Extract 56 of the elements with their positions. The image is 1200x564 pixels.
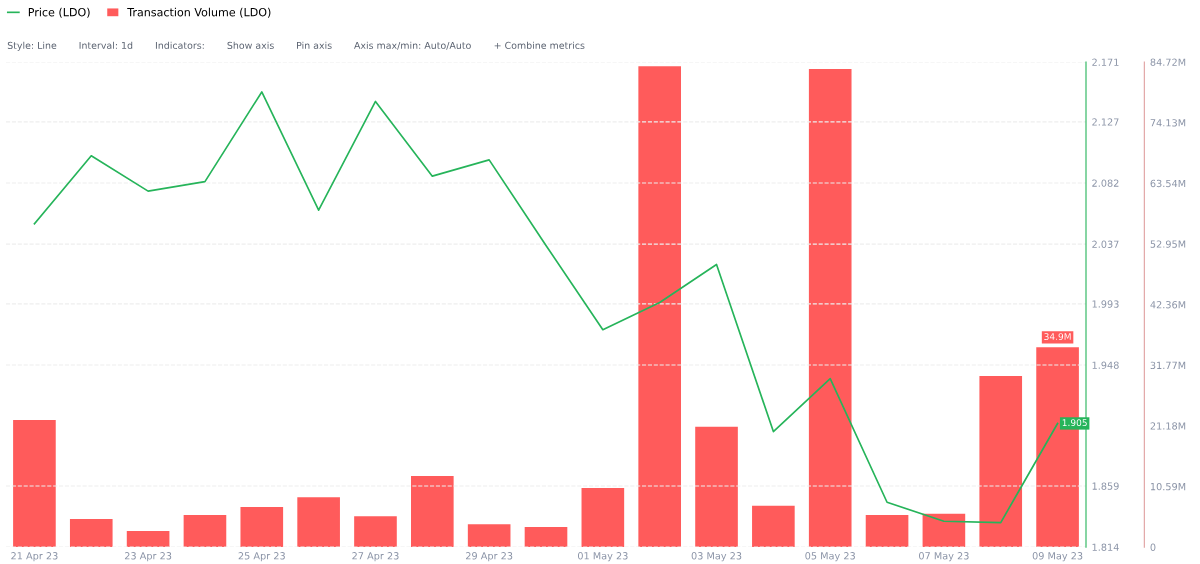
bar (467, 524, 511, 548)
bar (13, 419, 56, 548)
bar (695, 426, 738, 548)
bar (922, 513, 966, 548)
bar (752, 505, 795, 548)
x-tick-label: 01 May 23 (577, 552, 628, 562)
y-tick-label: 1.814 (1092, 543, 1119, 551)
y-tick-label: 2.082 (1092, 179, 1119, 187)
bar (411, 476, 454, 548)
legend-label: Price (LDO) (28, 7, 90, 18)
text: Axis max/min: Auto/Auto (354, 41, 471, 50)
text: + Combine metrics (494, 41, 585, 49)
bar (638, 66, 681, 548)
y-tick-label: 1.948 (1092, 361, 1119, 369)
bar (126, 531, 170, 548)
bar (297, 497, 340, 548)
y2-tick-label: 74.13M (1150, 119, 1186, 127)
data-label: 1.905 (1062, 419, 1087, 427)
text: Interval: 1d (79, 41, 133, 49)
x-tick-label: 27 Apr 23 (352, 552, 399, 562)
y-tick-label: 2.037 (1092, 240, 1119, 248)
x-tick-label: 25 Apr 23 (238, 552, 285, 562)
bar (524, 527, 568, 548)
y2-tick-label: 31.77M (1150, 361, 1186, 370)
bar (354, 516, 397, 548)
y-tick-label: 1.859 (1092, 482, 1119, 490)
y2-tick-label: 63.54M (1150, 179, 1186, 188)
bar (808, 69, 852, 548)
text: Indicators: (155, 41, 204, 49)
y2-tick-label: 52.95M (1150, 240, 1186, 248)
text: Show axis (227, 41, 274, 49)
x-tick-label: 09 May 23 (1032, 552, 1083, 562)
y-tick-label: 2.127 (1092, 118, 1119, 126)
bar (183, 515, 227, 548)
y2-tick-label: 10.59M (1150, 482, 1186, 491)
text: Style: Line (7, 41, 57, 51)
legend-label: Transaction Volume (LDO) (127, 7, 271, 18)
x-tick-label: 03 May 23 (691, 552, 742, 562)
y-tick-label: 2.171 (1092, 58, 1119, 66)
x-tick-label: 29 Apr 23 (466, 552, 513, 562)
bar (865, 515, 909, 548)
text: Pin axis (297, 41, 332, 49)
bar (69, 519, 113, 548)
bar (240, 507, 284, 548)
y2-tick-label: 0 (1150, 543, 1156, 551)
bar (581, 488, 625, 548)
x-tick-label: 23 Apr 23 (124, 552, 172, 562)
y-tick-label: 1.993 (1092, 300, 1119, 308)
x-tick-label: 05 May 23 (805, 552, 855, 562)
bar (979, 375, 1023, 548)
x-tick-label: 07 May 23 (919, 552, 969, 562)
x-tick-label: 21 Apr 23 (11, 552, 58, 562)
y2-tick-label: 42.36M (1150, 301, 1186, 309)
y2-tick-label: 21.18M (1150, 422, 1186, 430)
data-label: 34.9M (1044, 333, 1071, 340)
y2-tick-label: 84.72M (1150, 58, 1186, 66)
